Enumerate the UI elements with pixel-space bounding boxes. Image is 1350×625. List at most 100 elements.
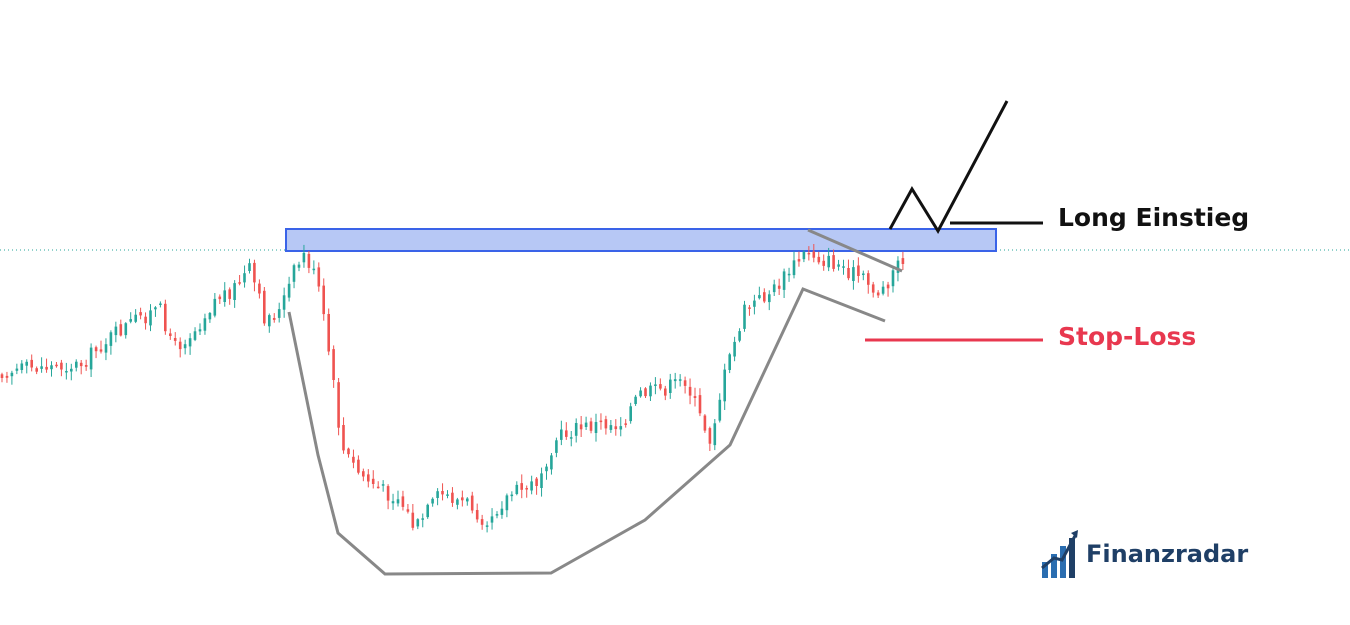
cup-pattern-line <box>287 287 886 576</box>
candle-body <box>223 290 226 302</box>
candle-body <box>45 366 48 370</box>
brand-name: Finanzradar <box>1086 540 1249 568</box>
candle-body <box>807 252 811 255</box>
candle-body <box>431 498 434 504</box>
candle-body <box>228 289 231 299</box>
candle-body <box>164 303 167 332</box>
candle-body <box>426 504 429 518</box>
candle-body <box>772 284 776 293</box>
candle-body <box>302 252 306 263</box>
candle-body <box>470 495 474 511</box>
candle-body <box>525 488 528 490</box>
candle-body <box>817 256 821 263</box>
candle-body <box>0 374 4 378</box>
candle-body <box>332 349 335 380</box>
candle-body <box>421 518 424 520</box>
candle-body <box>144 316 147 324</box>
candle-body <box>317 267 321 287</box>
candle-body <box>624 423 627 425</box>
candle-body <box>857 265 860 276</box>
candle-body <box>495 514 499 516</box>
candle-body <box>376 486 380 489</box>
candle-body <box>134 314 137 322</box>
candle-body <box>589 421 593 431</box>
candle-body <box>584 422 588 427</box>
candle-body <box>436 491 439 498</box>
candle-body <box>243 273 246 283</box>
candle-body <box>896 260 900 273</box>
candle-body <box>307 253 311 268</box>
candle-body <box>104 344 108 353</box>
candle-body <box>198 329 202 332</box>
candle-body <box>79 362 83 367</box>
finanzradar-logo: Finanzradar <box>1040 528 1248 580</box>
candle-body <box>832 255 835 269</box>
candle-body <box>391 501 395 504</box>
candle-body <box>555 440 558 453</box>
candle-body <box>847 268 850 279</box>
candle-body <box>728 354 731 370</box>
candle-body <box>639 390 642 397</box>
candle-body <box>852 267 855 281</box>
candle-body <box>84 365 88 367</box>
candle-body <box>60 362 63 370</box>
candle-body <box>114 326 118 336</box>
candle-body <box>65 371 68 373</box>
candle-body <box>669 379 672 393</box>
candle-body <box>678 379 682 381</box>
candle-body <box>718 399 722 421</box>
resistance-zone <box>285 228 997 252</box>
candle-body <box>75 361 78 368</box>
breakout-path-arrow <box>888 100 1009 235</box>
candle-body <box>193 331 197 340</box>
candle-body <box>124 323 128 336</box>
candle-body <box>802 252 806 260</box>
candle-body <box>743 304 746 329</box>
candle-body <box>500 508 504 515</box>
candle-body <box>401 496 405 507</box>
candle-body <box>480 519 484 525</box>
candle-body <box>218 296 222 300</box>
candle-body <box>822 260 825 266</box>
candle-body <box>416 519 420 527</box>
candle-body <box>748 307 751 309</box>
candle-body <box>188 338 192 347</box>
candle-body <box>119 324 123 336</box>
candle-body <box>258 283 261 294</box>
candle-body <box>287 283 291 298</box>
candle-body <box>35 368 38 372</box>
candle-body <box>683 380 687 386</box>
candle-body <box>545 466 548 472</box>
candle-body <box>614 426 618 430</box>
candle-body <box>560 429 563 440</box>
candle-body <box>782 271 786 290</box>
candle-body <box>253 262 256 283</box>
candle-body <box>411 512 415 528</box>
candlestick-series <box>0 244 905 533</box>
candle-body <box>183 344 187 349</box>
candle-body <box>362 471 365 477</box>
candle-body <box>634 396 637 404</box>
candle-body <box>490 516 494 523</box>
candle-body <box>881 286 885 294</box>
candle-body <box>698 395 702 414</box>
stop-loss-label: Stop-Loss <box>1058 322 1197 351</box>
candle-body <box>792 260 796 276</box>
candle-body <box>654 384 657 386</box>
candle-body <box>55 364 58 367</box>
candle-body <box>703 415 707 431</box>
candle-body <box>208 313 212 320</box>
candle-body <box>673 379 677 382</box>
candle-body <box>565 430 568 437</box>
candle-body <box>337 382 340 428</box>
candle-body <box>213 298 217 316</box>
candle-body <box>277 309 281 318</box>
candle-body <box>510 494 514 497</box>
candle-body <box>446 494 449 496</box>
candle-body <box>569 437 573 439</box>
candle-body <box>649 385 652 397</box>
candle-body <box>530 481 533 491</box>
candle-body <box>797 259 801 262</box>
candle-body <box>758 295 761 299</box>
candle-body <box>40 366 43 369</box>
